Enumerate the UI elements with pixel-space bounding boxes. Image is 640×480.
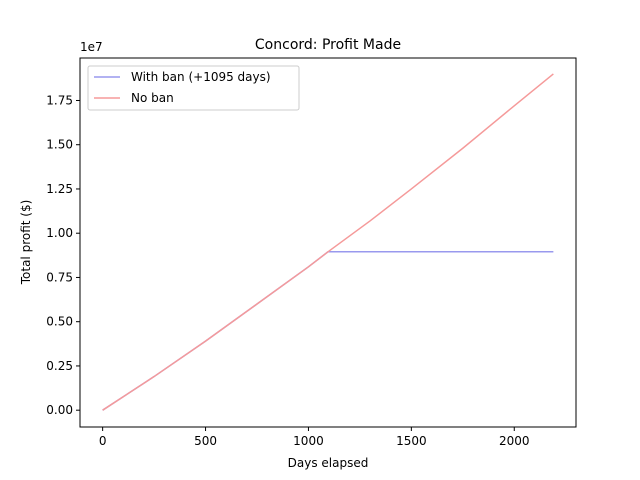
x-axis-label: Days elapsed	[288, 456, 369, 470]
x-tick-label: 1500	[396, 434, 427, 448]
y-tick-label: 1.75	[46, 93, 73, 107]
y-tick-label: 0.25	[46, 359, 73, 373]
x-tick-label: 0	[99, 434, 107, 448]
y-axis-label: Total profit ($)	[19, 200, 33, 286]
x-axis: 0 500 1000 1500 2000	[99, 427, 530, 448]
y-offset-label: 1e7	[80, 40, 103, 54]
chart-title: Concord: Profit Made	[255, 37, 401, 53]
x-tick-label: 1000	[293, 434, 324, 448]
legend-label-1: No ban	[131, 91, 174, 105]
y-tick-label: 1.00	[46, 226, 73, 240]
y-tick-label: 1.25	[46, 182, 73, 196]
y-tick-label: 0.75	[46, 270, 73, 284]
series-line-1	[102, 73, 554, 411]
plot-content	[102, 73, 554, 411]
y-tick-label: 0.00	[46, 403, 73, 417]
plot-frame	[79, 57, 577, 428]
y-tick-label: 1.50	[46, 138, 73, 152]
y-axis: 0.00 0.25 0.50 0.75 1.00 1.25 1.50 1.75	[46, 93, 80, 417]
x-tick-label: 2000	[499, 434, 530, 448]
legend: With ban (+1095 days) No ban	[87, 65, 300, 111]
x-tick-label: 500	[194, 434, 217, 448]
legend-label-0: With ban (+1095 days)	[131, 70, 271, 84]
y-tick-label: 0.50	[46, 315, 73, 329]
legend-box	[87, 65, 300, 111]
